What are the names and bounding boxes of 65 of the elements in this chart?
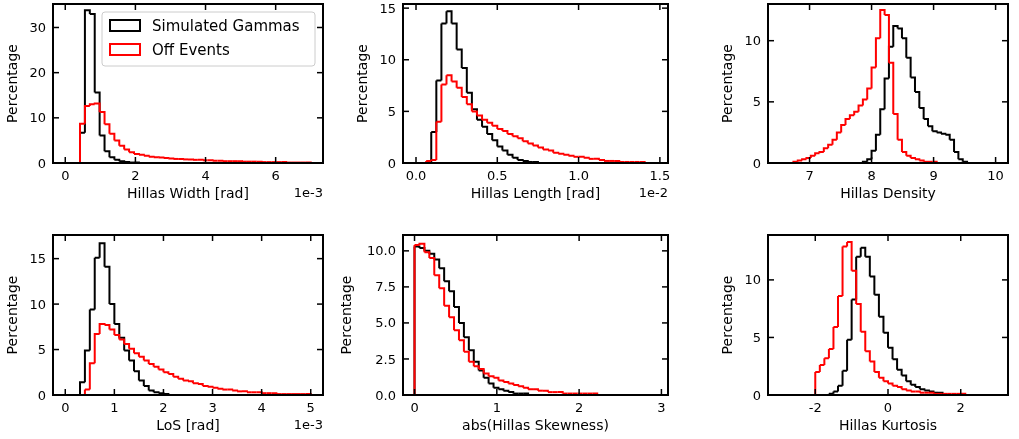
y-tick-label: 5.0 bbox=[375, 315, 396, 331]
x-axis-title: LoS [rad] bbox=[156, 417, 220, 433]
x-tick-label: 1 bbox=[492, 400, 501, 415]
x-axis-title: abs(Hillas Skewness) bbox=[462, 417, 609, 433]
x-tick-label: 0 bbox=[61, 168, 70, 183]
x-tick-label: 6 bbox=[271, 168, 280, 183]
y-tick-label: 10 bbox=[29, 296, 46, 312]
y-tick-label: 10 bbox=[29, 110, 46, 126]
y-axis-title: Percentage bbox=[719, 44, 735, 123]
x-tick-label: 2 bbox=[131, 168, 140, 183]
y-tick-label: 5 bbox=[752, 330, 761, 345]
x-axis-title: Hillas Kurtosis bbox=[838, 417, 938, 433]
x-tick-label: 0 bbox=[61, 400, 70, 415]
y-tick-label: 5 bbox=[387, 103, 396, 119]
y-tick-label: 15 bbox=[379, 0, 396, 16]
x-tick-label: 0.0 bbox=[405, 168, 427, 183]
x-tick-label: 3 bbox=[208, 400, 217, 415]
x-tick-label: 0 bbox=[883, 400, 893, 415]
x-axis-title: Hillas Length [rad] bbox=[470, 185, 601, 201]
x-axis-title: Hillas Width [rad] bbox=[127, 185, 249, 201]
x-tick-label: 0 bbox=[410, 400, 419, 415]
text: 1e-2 bbox=[638, 185, 668, 200]
y-tick-label: 0 bbox=[387, 155, 396, 171]
x-tick-label: 5 bbox=[306, 400, 315, 415]
x-tick-label: 3 bbox=[657, 400, 666, 415]
y-tick-label: 0 bbox=[752, 155, 761, 171]
x-axis-title: Hillas Density bbox=[840, 185, 936, 201]
legend-label: Simulated Gammas bbox=[152, 17, 300, 35]
x-tick-label: 2 bbox=[956, 400, 965, 415]
x-tick-label: 2 bbox=[159, 400, 168, 415]
x-tick-label: 7 bbox=[805, 168, 814, 183]
y-tick-label: 7.5 bbox=[375, 279, 396, 295]
x-tick-label: 1.0 bbox=[568, 168, 589, 183]
y-tick-label: 0.0 bbox=[375, 387, 396, 403]
y-tick-label: 0 bbox=[752, 387, 761, 403]
y-tick-label: 0 bbox=[37, 387, 46, 403]
y-tick-label: 15 bbox=[29, 251, 46, 267]
y-tick-label: 10 bbox=[744, 272, 761, 288]
y-axis-title: Percentage bbox=[4, 275, 20, 355]
x-tick-label: 2 bbox=[574, 400, 584, 415]
y-tick-label: 5 bbox=[752, 94, 761, 110]
x-tick-label: 4 bbox=[201, 168, 210, 183]
y-tick-label: 10.0 bbox=[367, 243, 396, 259]
x-tick-label: 10 bbox=[987, 168, 1004, 183]
x-tick-label: 8 bbox=[867, 168, 876, 183]
x-tick-label: 9 bbox=[929, 168, 938, 183]
text: 1e-3 bbox=[293, 185, 323, 200]
text: 1e-3 bbox=[293, 417, 323, 432]
y-tick-label: 5 bbox=[37, 342, 46, 358]
x-tick-label: 1 bbox=[110, 400, 119, 415]
y-axis-title: Percentage bbox=[338, 275, 354, 355]
x-tick-label: 4 bbox=[257, 400, 266, 415]
x-tick-label: 1.5 bbox=[649, 168, 671, 183]
x-tick-label: -2 bbox=[808, 400, 822, 415]
x-tick-label: 0.5 bbox=[486, 168, 508, 183]
y-tick-label: 2.5 bbox=[375, 351, 396, 367]
y-axis-title: Percentage bbox=[719, 275, 735, 355]
y-tick-label: 30 bbox=[29, 20, 46, 36]
y-tick-label: 10 bbox=[744, 33, 761, 49]
y-axis-title: Percentage bbox=[354, 44, 370, 123]
y-axis-title: Percentage bbox=[4, 44, 20, 123]
y-tick-label: 20 bbox=[29, 65, 46, 81]
legend-label: Off Events bbox=[152, 41, 230, 59]
y-tick-label: 10 bbox=[379, 52, 396, 68]
y-tick-label: 0 bbox=[37, 155, 46, 171]
